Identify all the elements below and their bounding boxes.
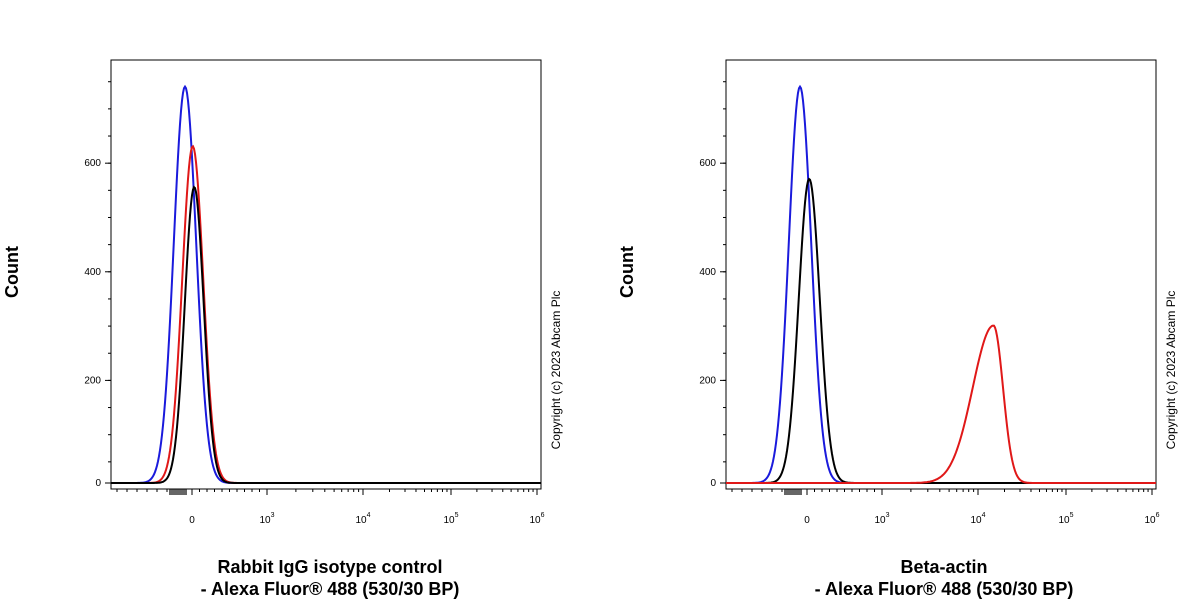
y-tick-label: 400: [699, 267, 716, 278]
x-tick-base: 10: [1058, 515, 1070, 526]
x-tick-base: 10: [259, 515, 271, 526]
y-tick-label: 200: [699, 375, 716, 386]
histogram-curves-right: [726, 84, 1156, 484]
x-tick-exponent: 5: [455, 512, 459, 519]
y-axis-label-left: Count: [2, 246, 22, 298]
x-tick-base: 10: [874, 515, 886, 526]
x-tick-base: 10: [970, 515, 982, 526]
y-tick-label: 600: [84, 158, 101, 169]
histogram-curves-left: [111, 84, 541, 484]
x-axis-label-left-line2: - Alexa Fluor® 488 (530/30 BP): [201, 579, 460, 599]
y-tick-label: 200: [84, 375, 101, 386]
x-tick-base: 0: [804, 515, 810, 526]
x-tick-label: 0: [189, 515, 195, 526]
plot-frame-right: [725, 59, 1157, 490]
x-tick-exponent: 4: [982, 512, 986, 519]
x-tick-label: 0: [804, 515, 810, 526]
x-tick-label: 105: [1058, 512, 1073, 526]
histogram-curve-black: [111, 185, 541, 484]
x-tick-base: 0: [189, 515, 195, 526]
x-axis-label-left-line1: Rabbit IgG isotype control: [217, 557, 442, 577]
x-tick-exponent: 5: [1070, 512, 1074, 519]
x-tick-exponent: 4: [367, 512, 371, 519]
x-tick-label: 103: [874, 512, 889, 526]
copyright-right: Copyright (c) 2023 Abcam Plc: [1164, 291, 1178, 450]
histogram-panel-right: Count Beta-actin - Alexa Fluor® 488 (530…: [617, 59, 1178, 599]
x-tick-label: 106: [529, 512, 544, 526]
plot-frame-left: [110, 59, 542, 490]
x-tick-exponent: 6: [1156, 512, 1160, 519]
x-tick-exponent: 3: [271, 512, 275, 519]
y-tick-label: 600: [699, 158, 716, 169]
x-tick-label: 104: [970, 512, 985, 526]
histogram-curve-blue: [111, 84, 541, 484]
y-tick-label: 400: [84, 267, 101, 278]
x-tick-base: 10: [1144, 515, 1156, 526]
y-tick-label: 0: [710, 478, 716, 489]
y-tick-label: 0: [95, 478, 101, 489]
x-tick-label: 105: [443, 512, 458, 526]
x-tick-exponent: 6: [541, 512, 545, 519]
x-tick-exponent: 3: [886, 512, 890, 519]
histogram-curve-red: [726, 324, 1156, 484]
x-tick-label: 103: [259, 512, 274, 526]
histogram-panel-left: Count Rabbit IgG isotype control - Alexa…: [2, 59, 563, 599]
x-tick-base: 10: [443, 515, 455, 526]
copyright-left: Copyright (c) 2023 Abcam Plc: [549, 291, 563, 450]
x-tick-base: 10: [355, 515, 367, 526]
x-tick-label: 106: [1144, 512, 1159, 526]
x-tick-base: 10: [529, 515, 541, 526]
x-axis-label-right-line1: Beta-actin: [900, 557, 987, 577]
y-axis-label-right: Count: [617, 246, 637, 298]
x-tick-label: 104: [355, 512, 370, 526]
x-axis-label-right-line2: - Alexa Fluor® 488 (530/30 BP): [815, 579, 1074, 599]
